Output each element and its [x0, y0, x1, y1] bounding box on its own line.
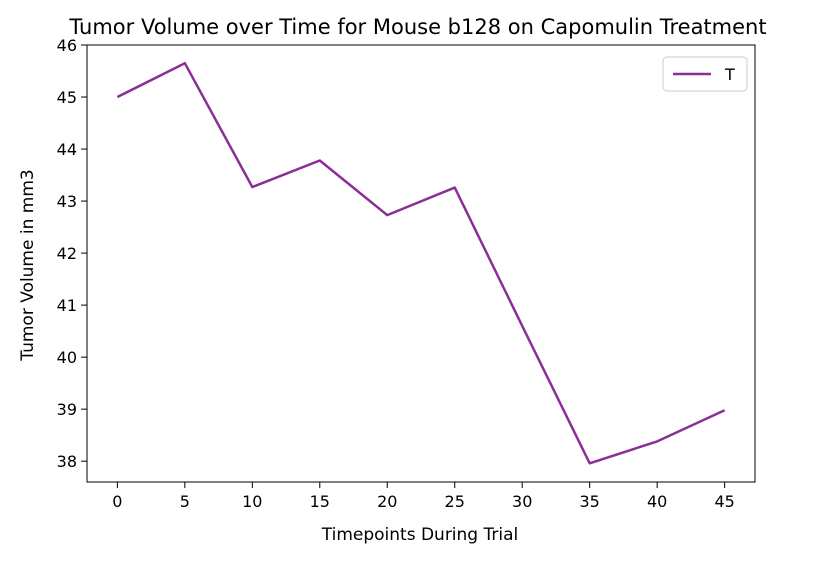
x-tick-label: 0	[112, 492, 122, 511]
x-tick-label: 15	[310, 492, 330, 511]
legend-label: T	[724, 65, 735, 84]
plot-frame	[86, 44, 756, 483]
y-tick-label: 38	[57, 452, 77, 471]
x-tick-label: 30	[512, 492, 532, 511]
series-line	[116, 61, 726, 465]
x-tick-label: 40	[647, 492, 667, 511]
y-tick-label: 46	[57, 36, 77, 55]
x-tick-label: 25	[445, 492, 465, 511]
y-tick-label: 39	[57, 400, 77, 419]
y-tick-label: 44	[57, 140, 77, 159]
x-tick-label: 10	[242, 492, 262, 511]
y-tick-label: 43	[57, 192, 77, 211]
y-axis-label: Tumor Volume in mm3	[18, 169, 38, 361]
x-tick-label: 35	[580, 492, 600, 511]
x-tick-label: 45	[714, 492, 734, 511]
legend: T	[662, 56, 748, 92]
plot-area: 0 5 10 15 20 25 30 35 40 45 38 39 40 41 42 43 44 45 46	[57, 36, 756, 511]
y-tick-label: 45	[57, 88, 77, 107]
y-tick-label: 40	[57, 348, 77, 367]
x-axis-label: Timepoints During Trial	[321, 525, 519, 545]
x-tick-label: 20	[377, 492, 397, 511]
y-tick-label: 42	[57, 244, 77, 263]
y-tick-label: 41	[57, 296, 77, 315]
chart-title: Tumor Volume over Time for Mouse b128 on…	[68, 15, 766, 39]
x-tick-label: 5	[180, 492, 190, 511]
